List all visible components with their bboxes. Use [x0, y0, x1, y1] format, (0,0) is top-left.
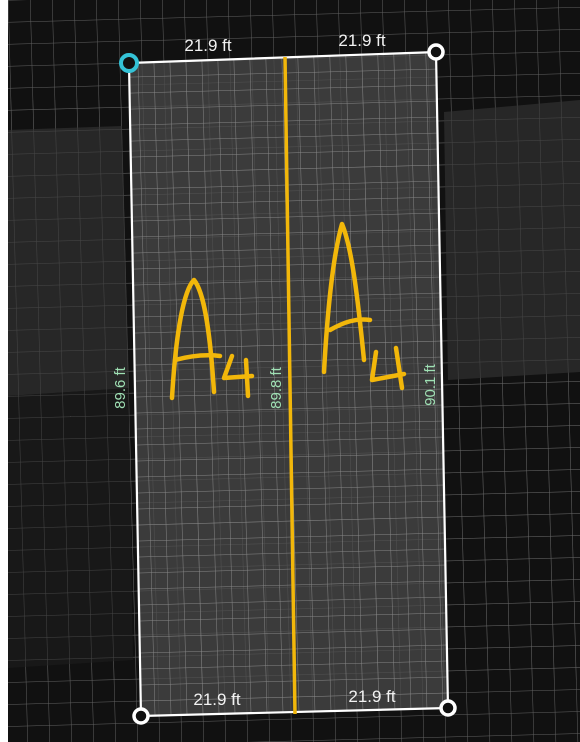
handle-bottom-left[interactable] [132, 707, 150, 725]
measurement-right-side: 90.1 ft [422, 363, 439, 406]
measurement-left-side: 89.6 ft [112, 366, 129, 409]
divider-line[interactable] [283, 56, 297, 715]
measurement-bottom-left: 21.9 ft [193, 690, 241, 709]
handle-top-right[interactable] [427, 43, 445, 61]
handle-bottom-right[interactable] [439, 699, 457, 717]
measurement-bottom-right: 21.9 ft [348, 687, 396, 706]
measurement-top-left: 21.9 ft [184, 36, 232, 55]
measurement-top-right: 21.9 ft [338, 31, 386, 50]
handle-top-left[interactable] [119, 53, 139, 73]
measurement-center: 89.8 ft [268, 366, 285, 409]
map-view[interactable]: 21.9 ft 21.9 ft 21.9 ft 21.9 ft 89.6 ft … [8, 0, 580, 742]
top-edge-dash [128, 51, 437, 64]
annotation-left [169, 277, 255, 401]
annotation-right [321, 221, 407, 391]
